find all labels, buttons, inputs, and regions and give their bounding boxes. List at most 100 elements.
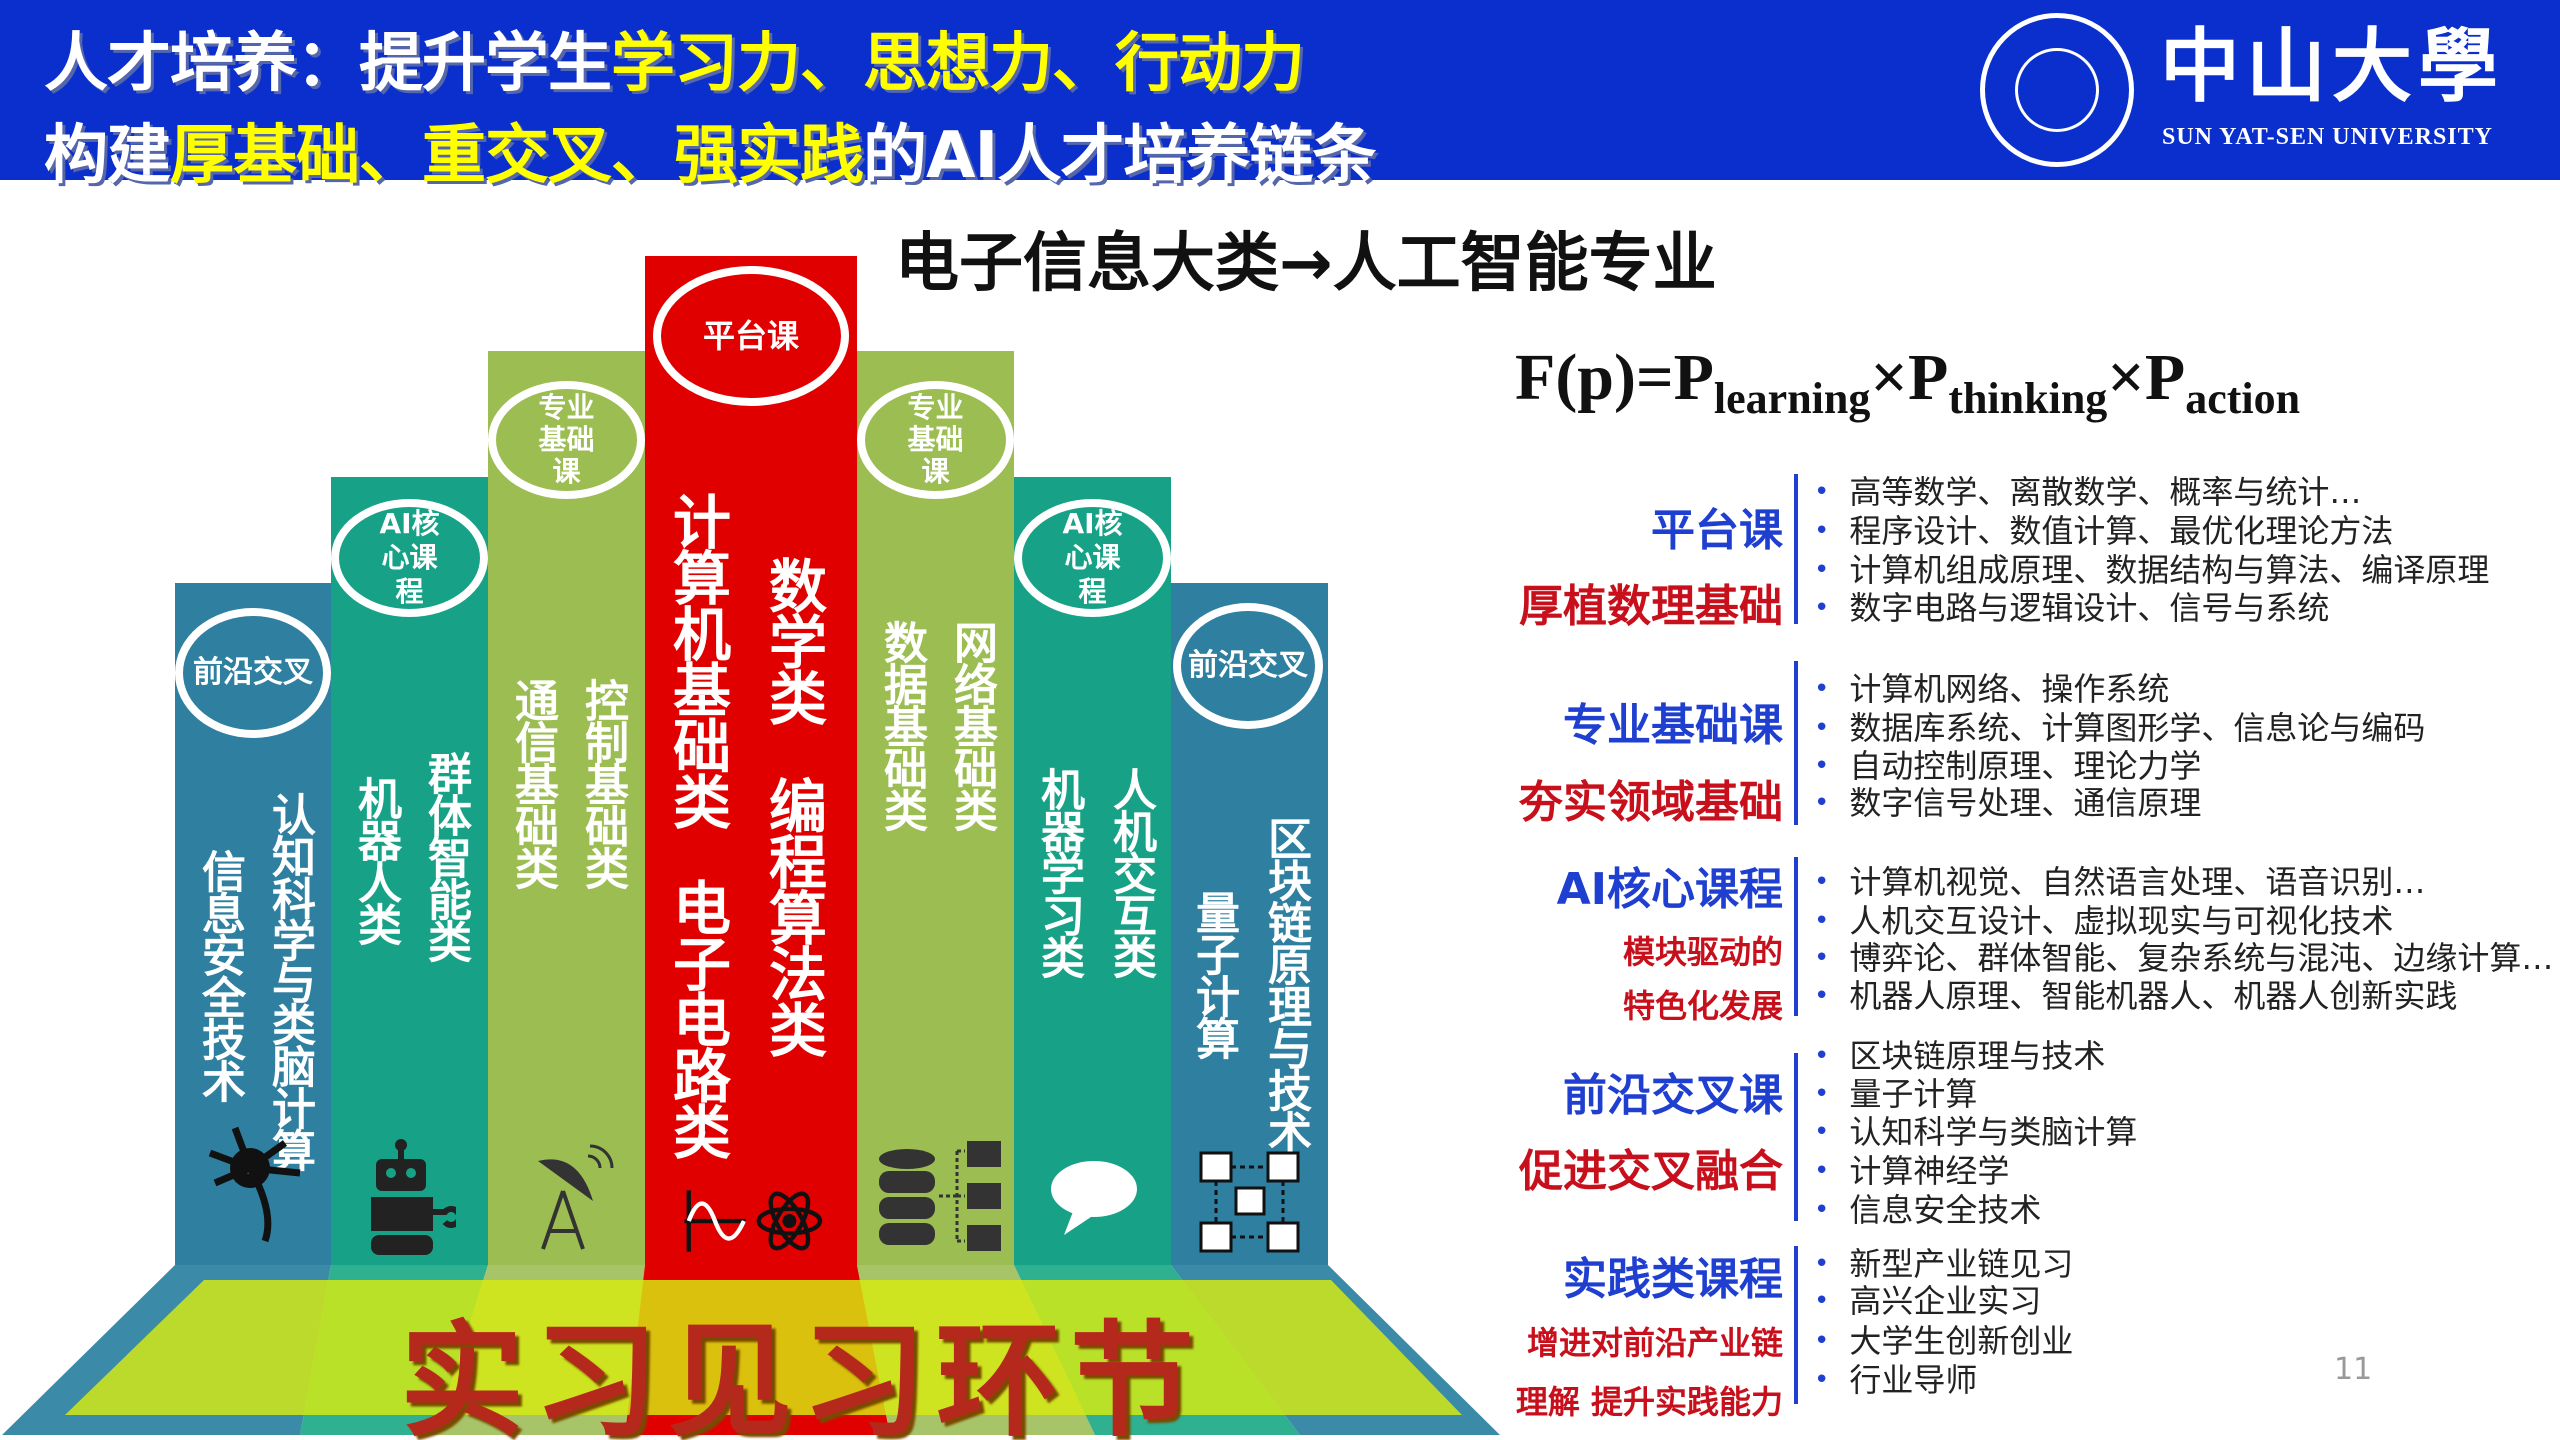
section-subtitle: 理解 提升实践能力 [1515, 1383, 1783, 1421]
title-highlight: 厚基础、重交叉、强实践 [170, 119, 864, 193]
column-ai-core-left: AI核心课程 机器人类 群体智能类 [331, 477, 488, 1265]
badge-frontier: 前沿交叉 [1173, 603, 1323, 729]
list-item: 数字电路与逻辑设计、信号与系统 [1814, 589, 2329, 627]
formula-times: × [1870, 341, 1908, 414]
column-text: 电子电路类 [663, 878, 731, 1158]
list-item: 数据库系统、计算图形学、信息论与编码 [1814, 709, 2425, 747]
badge-text: 专业基础课 [538, 391, 595, 488]
formula-sub: action [2185, 374, 2301, 423]
title-line-1: 人才培养：提升学生学习力、思想力、行动力 [44, 12, 1305, 104]
chat-bubble-icon [1051, 1161, 1137, 1235]
base-yellow-panel [65, 1280, 1462, 1415]
column-text: 区块链原理与技术 [1260, 816, 1311, 1152]
formula-sub: learning [1713, 374, 1871, 423]
signal-atom-icon [684, 1190, 823, 1252]
divider [1794, 1246, 1798, 1404]
column-text: 数学类 [759, 556, 827, 724]
neuron-icon [208, 1126, 301, 1243]
column-text: 通信基础类 [507, 678, 558, 888]
formula-p: P [1673, 341, 1714, 414]
column-platform: 平台课 计算机基础类 电子电路类 数学类 编程算法类 [645, 256, 857, 1265]
column-frontier-left: 前沿交叉 信息安全技术 认知科学与类脑计算 [175, 583, 331, 1265]
column-text: 数据基础类 [876, 620, 927, 830]
section-subtitle: 促进交叉融合 [1519, 1146, 1783, 1197]
list-item: 大学生创新创业 [1814, 1322, 2073, 1360]
list-item: 行业导师 [1814, 1361, 1977, 1399]
list-item: 程序设计、数值计算、最优化理论方法 [1814, 512, 2393, 550]
formula-p: P [2144, 341, 2186, 414]
page-number: 11 [2334, 1352, 2373, 1387]
section-title: 实践类课程 [1563, 1254, 1783, 1305]
column-text: 编程算法类 [759, 776, 827, 1056]
list-item: 自动控制原理、理论力学 [1814, 747, 2201, 785]
section-title: 专业基础课 [1563, 700, 1783, 751]
formula: F(p)=Plearning×Pthinking×Paction [1515, 340, 2300, 424]
list-item: 计算神经学 [1814, 1152, 2009, 1190]
section-subtitle: 电子信息大类→人工智能专业 [895, 227, 1717, 301]
column-text: 机器人类 [350, 776, 401, 944]
badge-ai-core: AI核心课程 [1014, 499, 1171, 617]
divider [1794, 857, 1798, 1016]
list-item: 机器人原理、智能机器人、机器人创新实践 [1814, 977, 2457, 1015]
list-item: 博弈论、群体智能、复杂系统与混沌、边缘计算… [1814, 939, 2553, 977]
column-text: 信息安全技术 [194, 849, 245, 1101]
blockchain-icon [1199, 1151, 1300, 1253]
title-text: 构建 [44, 119, 171, 193]
database-icon [879, 1141, 1001, 1251]
section-title: 前沿交叉课 [1563, 1070, 1783, 1121]
section-subtitle: 厚植数理基础 [1519, 581, 1783, 632]
list-item: 量子计算 [1814, 1075, 1977, 1113]
list-item: 认知科学与类脑计算 [1814, 1113, 2137, 1151]
satellite-dish-icon [538, 1144, 614, 1250]
section-subtitle: 增进对前沿产业链 [1526, 1324, 1783, 1362]
list-item: 计算机网络、操作系统 [1814, 670, 2169, 708]
column-text: 认知科学与类脑计算 [264, 792, 315, 1170]
badge-text: 专业基础课 [907, 391, 964, 488]
list-item: 信息安全技术 [1814, 1191, 2041, 1229]
divider [1794, 661, 1798, 825]
list-item: 计算机视觉、自然语言处理、语音识别… [1814, 863, 2425, 901]
list-item: 计算机组成原理、数据结构与算法、编译原理 [1814, 551, 2489, 589]
column-text: 人机交互类 [1105, 767, 1156, 977]
section-title: 平台课 [1651, 505, 1783, 556]
practice-label: 实习见习环节 [400, 1310, 1205, 1440]
column-text: 机器学习类 [1033, 767, 1084, 977]
formula-times: × [2107, 341, 2145, 414]
list-item: 新型产业链见习 [1814, 1245, 2073, 1283]
list-item: 人机交互设计、虚拟现实与可视化技术 [1814, 902, 2393, 940]
robot-icon [371, 1139, 456, 1255]
practice-base [2, 1265, 1500, 1435]
badge-foundation: 专业基础课 [857, 381, 1014, 499]
badge-foundation: 专业基础课 [488, 381, 645, 499]
formula-sub: thinking [1948, 374, 2108, 423]
column-foundation-right: 专业基础课 数据基础类 网络基础类 [857, 351, 1014, 1265]
title-text: 人才培养：提升学生 [44, 27, 612, 101]
column-text: 计算机基础类 [663, 492, 731, 828]
title-highlight: 学习力、思想力、行动力 [611, 27, 1305, 101]
header-bar: 人才培养：提升学生学习力、思想力、行动力 构建厚基础、重交叉、强实践的AI人才培… [0, 0, 2560, 193]
column-text: 群体智能类 [420, 751, 471, 961]
badge-text: AI核心课程 [1062, 507, 1123, 608]
column-text: 量子计算 [1188, 890, 1239, 1058]
divider [1794, 474, 1798, 624]
university-seal-logo [1980, 13, 2134, 167]
formula-lhs: F(p)= [1515, 341, 1674, 414]
university-name-en: SUN YAT-SEN UNIVERSITY [2162, 124, 2493, 150]
column-foundation-left: 专业基础课 通信基础类 控制基础类 [488, 351, 645, 1265]
column-text: 网络基础类 [946, 620, 997, 830]
section-title: AI核心课程 [1556, 864, 1783, 915]
divider [1794, 1053, 1798, 1221]
formula-p: P [1907, 341, 1949, 414]
list-item: 高等数学、离散数学、概率与统计… [1814, 473, 2361, 511]
list-item: 区块链原理与技术 [1814, 1037, 2105, 1075]
badge-ai-core: AI核心课程 [331, 499, 488, 617]
badge-platform: 平台课 [653, 266, 849, 406]
section-subtitle: 模块驱动的 [1622, 933, 1783, 971]
section-subtitle: 夯实领域基础 [1519, 777, 1783, 828]
badge-text: AI核心课程 [379, 507, 440, 608]
university-name-cn: 中山大學 [2160, 19, 2504, 113]
column-text: 控制基础类 [577, 678, 628, 888]
title-text: 的AI人才培养链条 [863, 119, 1376, 193]
list-item: 高兴企业实习 [1814, 1282, 2041, 1320]
column-ai-core-right: AI核心课程 机器学习类 人机交互类 [1014, 477, 1171, 1265]
